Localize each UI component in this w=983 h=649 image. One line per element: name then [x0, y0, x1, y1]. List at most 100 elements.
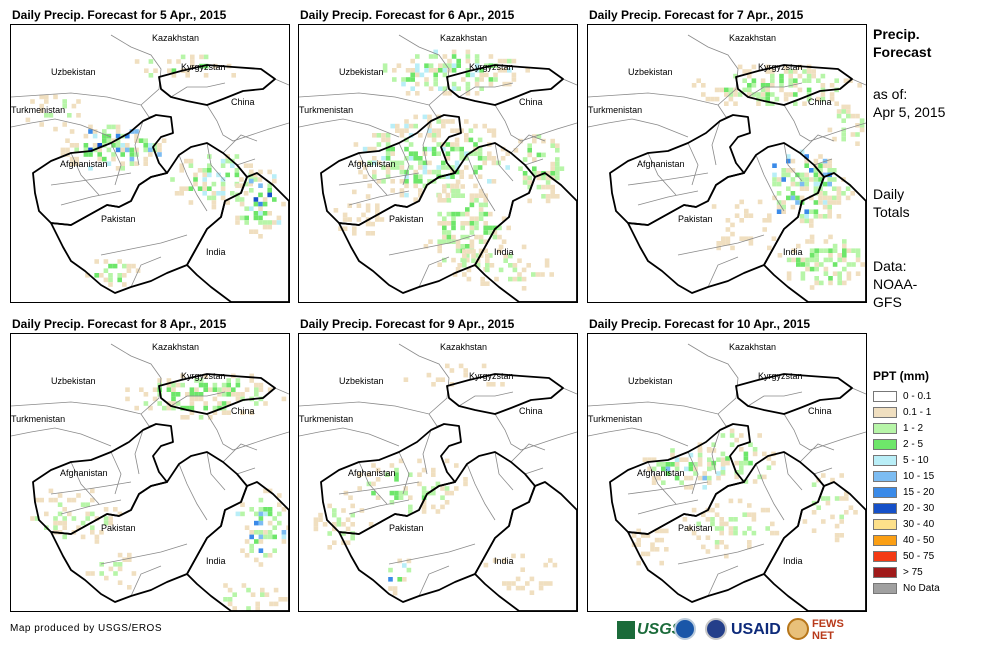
map-label-china: China — [519, 97, 543, 107]
legend-item: 15 - 20 — [873, 485, 973, 500]
boundary-line — [274, 387, 289, 395]
map-label-kazakhstan: Kazakhstan — [729, 342, 777, 352]
forecast-panel-3: Daily Precip. Forecast for 7 Apr., 2015 … — [587, 0, 867, 303]
legend-item: 0.1 - 1 — [873, 405, 973, 420]
map-label-turkmenistan: Turkmenistan — [299, 414, 354, 424]
boundary-line — [11, 118, 112, 138]
boundary-line — [299, 343, 450, 415]
map-label-afghanistan: Afghanistan — [637, 468, 685, 478]
india-outline — [763, 481, 866, 611]
boundary-line — [677, 234, 765, 288]
map-label-kazakhstan: Kazakhstan — [440, 33, 488, 43]
map-label-china: China — [808, 406, 832, 416]
precip-map: Kazakhstan Uzbekistan Kyrgyzstan Turkmenist… — [587, 24, 867, 303]
boundary-line — [458, 391, 514, 407]
map-label-pakistan: Pakistan — [101, 523, 136, 533]
legend-item: 30 - 40 — [873, 517, 973, 532]
kyrgyzstan-outline — [735, 373, 853, 415]
legend-swatch — [873, 439, 897, 450]
boundary-line — [222, 443, 258, 475]
india-outline — [474, 172, 577, 302]
map-canvas — [299, 343, 577, 611]
legend-label: 15 - 20 — [903, 487, 935, 498]
boundary-line — [11, 34, 162, 106]
boundary-line — [783, 413, 866, 451]
afghanistan-outline — [609, 114, 751, 226]
side-title-line2: Forecast — [873, 44, 932, 60]
boundary-line — [588, 343, 739, 415]
legend-title: PPT (mm) — [873, 369, 930, 383]
totals-line1: Daily — [873, 186, 905, 202]
as-of-label: as of: — [873, 86, 908, 102]
usgs-logo-text: USGS — [637, 621, 683, 638]
boundary-line — [100, 234, 188, 288]
map-label-china: China — [808, 97, 832, 107]
pakistan-outline — [50, 142, 248, 294]
map-label-afghanistan: Afghanistan — [60, 468, 108, 478]
afghanistan-outline — [320, 423, 462, 535]
legend-label: 1 - 2 — [903, 423, 924, 434]
boundary-line — [755, 451, 803, 521]
boundary-line — [50, 481, 132, 515]
boundary-line — [588, 427, 689, 447]
legend-label: 10 - 15 — [903, 471, 935, 482]
legend-label: 2 - 5 — [903, 439, 924, 450]
map-label-turkmenistan: Turkmenistan — [11, 414, 66, 424]
as-of-block: as of: Apr 5, 2015 — [873, 85, 973, 121]
boundary-line — [100, 543, 188, 597]
precip-cells — [30, 373, 289, 611]
map-label-uzbekistan: Uzbekistan — [339, 376, 384, 386]
legend-label: 40 - 50 — [903, 535, 935, 546]
boundary-line — [747, 82, 803, 98]
usaid-seal-icon — [705, 618, 727, 640]
map-label-india: India — [494, 247, 514, 257]
boundary-line — [11, 343, 162, 415]
map-label-turkmenistan: Turkmenistan — [299, 105, 354, 115]
forecast-panel-2: Daily Precip. Forecast for 6 Apr., 2015 … — [298, 0, 578, 303]
credit-text: Map produced by USGS/EROS — [10, 623, 163, 634]
forecast-panel-1: Daily Precip. Forecast for 5 Apr., 2015 … — [10, 0, 290, 303]
boundary-line — [851, 387, 866, 395]
precip-map: Kazakhstan Uzbekistan Kyrgyzstan Turkmenist… — [298, 333, 578, 612]
kyrgyzstan-outline — [446, 64, 564, 106]
precip-map: Kazakhstan Uzbekistan Kyrgyzstan Turkmenist… — [10, 24, 290, 303]
panel-title: Daily Precip. Forecast for 8 Apr., 2015 — [12, 317, 227, 331]
pakistan-outline — [338, 451, 536, 603]
boundary-line — [299, 427, 400, 447]
boundary-line — [338, 172, 420, 206]
pakistan-outline — [50, 451, 248, 603]
panel-title: Daily Precip. Forecast for 5 Apr., 2015 — [12, 8, 227, 22]
forecast-panel-4: Daily Precip. Forecast for 8 Apr., 2015 … — [10, 309, 290, 612]
boundary-line — [70, 429, 144, 505]
fews-net-seal-icon — [787, 618, 809, 640]
boundary-line — [466, 142, 514, 212]
forecast-panel-6: Daily Precip. Forecast for 10 Apr., 2015… — [587, 309, 867, 612]
boundary-line — [677, 543, 765, 597]
boundary-line — [494, 413, 577, 451]
kyrgyzstan-outline — [158, 64, 276, 106]
boundary-line — [799, 443, 835, 475]
boundary-line — [299, 118, 400, 138]
map-label-kyrgyzstan: Kyrgyzstan — [181, 371, 226, 381]
kyrgyzstan-outline — [446, 373, 564, 415]
legend-item: 40 - 50 — [873, 533, 973, 548]
boundary-line — [178, 451, 226, 521]
boundary-line — [388, 234, 476, 288]
map-label-afghanistan: Afghanistan — [637, 159, 685, 169]
boundary-line — [11, 427, 112, 447]
data-source-line2: NOAA- — [873, 276, 918, 292]
panel-title: Daily Precip. Forecast for 10 Apr., 2015 — [589, 317, 810, 331]
usgs-wave-icon — [617, 621, 635, 639]
boundary-line — [388, 543, 476, 597]
forecast-panel-5: Daily Precip. Forecast for 9 Apr., 2015 … — [298, 309, 578, 612]
boundary-line — [627, 481, 709, 515]
map-label-afghanistan: Afghanistan — [60, 159, 108, 169]
boundary-line — [588, 118, 689, 138]
boundary-line — [562, 78, 577, 86]
data-source-line1: Data: — [873, 258, 907, 274]
map-label-pakistan: Pakistan — [101, 214, 136, 224]
boundary-line — [338, 481, 420, 515]
map-label-india: India — [783, 247, 803, 257]
india-outline — [186, 172, 289, 302]
map-label-uzbekistan: Uzbekistan — [628, 376, 673, 386]
